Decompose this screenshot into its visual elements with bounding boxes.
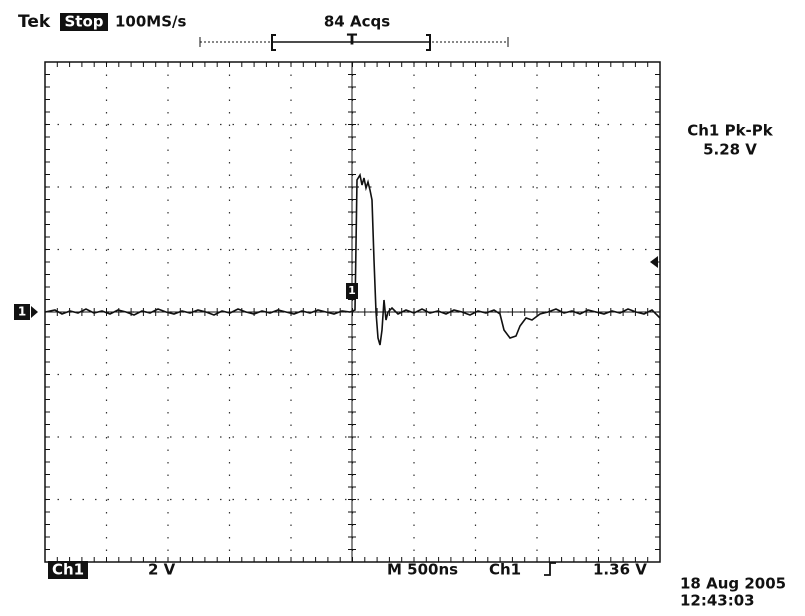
trigger-source: Ch1 — [489, 561, 521, 579]
channel: Ch1 — [52, 561, 84, 579]
measurement-value: 5.28 V — [703, 141, 757, 159]
volts-per-div: 2 V — [148, 561, 176, 579]
ground-marker-box — [14, 304, 30, 320]
trigger-level-arrow — [650, 256, 658, 268]
trigger-position: T — [347, 31, 358, 49]
ground-arrow — [31, 306, 38, 318]
graticule — [44, 61, 661, 563]
time: 12:43:03 — [680, 592, 755, 610]
timebase: M 500ns — [387, 561, 458, 579]
trigger-slope — [544, 562, 556, 576]
measurement-label: Ch1 Pk-Pk — [687, 122, 774, 140]
status: Stop — [64, 13, 103, 31]
ground-marker: 1 — [18, 305, 26, 319]
record-bar — [199, 34, 509, 51]
trigger-level: 1.36 V — [593, 561, 647, 579]
channel-box — [48, 561, 88, 579]
sample-rate: 100MS/s — [115, 13, 187, 31]
date: 18 Aug 2005 — [680, 575, 786, 593]
waveform — [44, 172, 661, 346]
status-box — [60, 13, 108, 31]
brand: Tek — [18, 12, 51, 32]
trace-marker: 1 — [348, 284, 356, 297]
acquisitions: 84 Acqs — [324, 13, 390, 31]
trace-marker-box — [346, 283, 358, 299]
